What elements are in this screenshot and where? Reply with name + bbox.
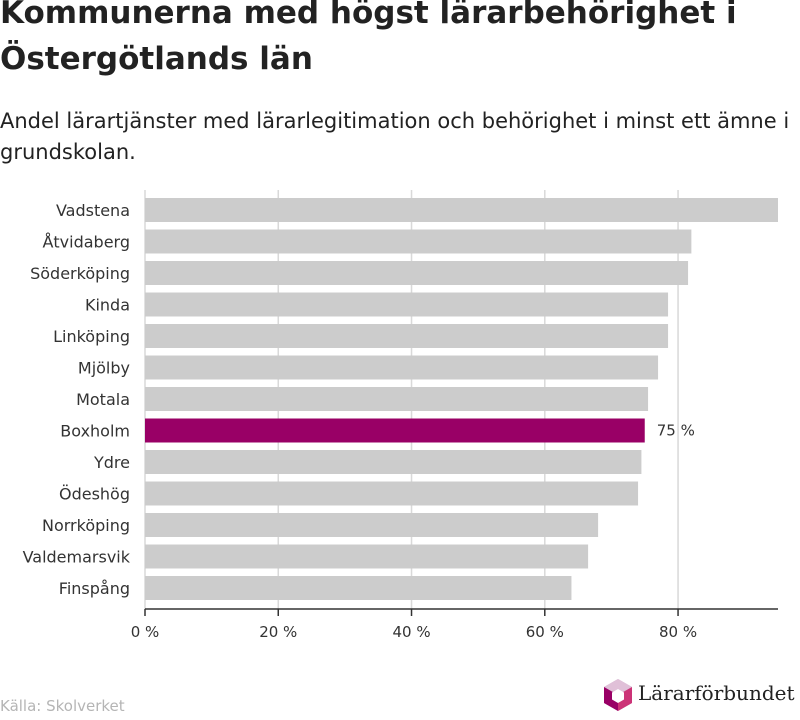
category-label: Motala	[76, 390, 130, 409]
category-label: Åtvidaberg	[42, 233, 130, 252]
x-tick-label: 80 %	[659, 623, 697, 641]
category-label: Valdemarsvik	[23, 548, 131, 567]
chart-title: Kommunerna med högst lärarbehörighet i Ö…	[0, 0, 737, 77]
category-label: Finspång	[59, 579, 130, 598]
category-labels: Vadstena Åtvidaberg Söderköping Kinda Linköp…	[23, 201, 131, 598]
bar	[145, 450, 642, 474]
bar-chart: Vadstena Åtvidaberg Söderköping Kinda Linköp…	[23, 190, 778, 641]
data-labels: 75 %	[657, 422, 695, 440]
bar	[145, 261, 689, 285]
category-label: Norrköping	[42, 516, 130, 535]
x-axis: 0 % 20 % 40 % 60 % 80 %	[131, 608, 778, 641]
source-note: Källa: Skolverket	[0, 697, 125, 715]
category-label: Ydre	[93, 453, 130, 472]
bar	[145, 544, 589, 569]
bar	[145, 198, 778, 222]
logo-wordmark: Lärarförbundet	[638, 681, 795, 705]
bars	[145, 198, 778, 600]
category-label: Ödeshög	[59, 485, 130, 504]
x-tick-label: 0 %	[131, 623, 160, 641]
bar	[145, 292, 669, 317]
x-tick-label: 40 %	[392, 623, 430, 641]
category-label: Kinda	[85, 296, 130, 315]
category-label: Vadstena	[56, 201, 130, 220]
bar	[145, 387, 649, 411]
bar	[145, 355, 659, 380]
category-label: Mjölby	[78, 359, 130, 378]
category-label: Linköping	[53, 327, 130, 346]
bar	[145, 324, 669, 348]
bar	[145, 418, 645, 443]
hexagon-logo-icon	[604, 679, 632, 711]
x-tick-label: 60 %	[526, 623, 564, 641]
category-label: Söderköping	[30, 264, 130, 283]
bar	[145, 576, 572, 600]
category-label: Boxholm	[60, 422, 130, 441]
bar	[145, 481, 639, 506]
bar	[145, 229, 692, 254]
data-label: 75 %	[657, 422, 695, 440]
lararforbundet-logo	[604, 679, 632, 711]
bar	[145, 513, 599, 537]
x-tick-label: 20 %	[259, 623, 297, 641]
chart-subtitle: Andel lärartjänster med lärarlegitimatio…	[0, 109, 790, 164]
